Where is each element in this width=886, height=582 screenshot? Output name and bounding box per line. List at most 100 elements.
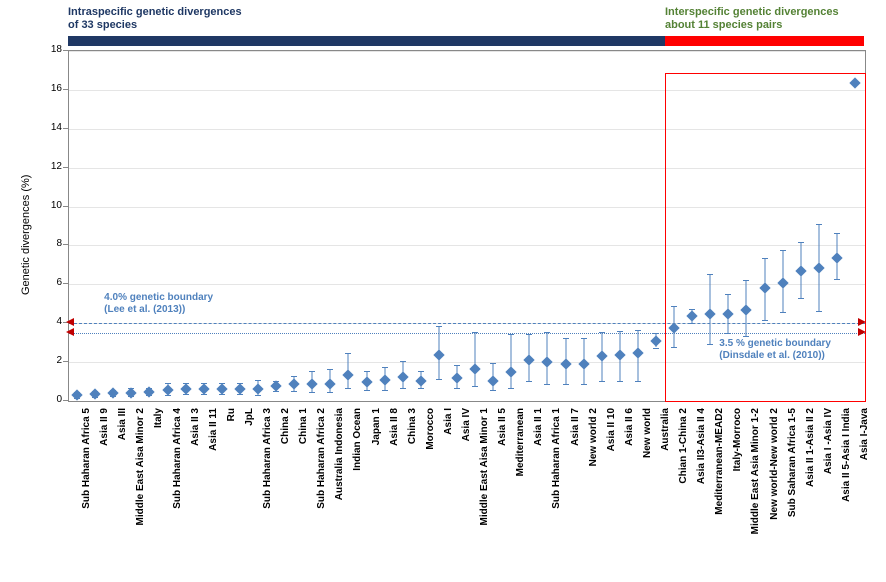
x-tick-label: Asia II 5-Asia I India [841,408,852,578]
ref-arrow-left [66,318,74,326]
x-tick-label: Chian 1-China 2 [678,408,689,578]
error-cap-top [743,280,749,281]
x-tick-label: Indian Ocean [352,408,363,578]
error-cap-top [635,330,641,331]
error-cap-bottom [816,311,822,312]
x-tick-label: Sub Haharan Africa 5 [81,408,92,578]
error-cap-top [454,365,460,366]
error-bar [511,334,512,388]
error-cap-bottom [291,391,297,392]
y-tick-label: 8 [38,238,62,249]
x-tick-label: Sub Haharan Africa 1 [551,408,562,578]
error-cap-bottom [327,392,333,393]
error-cap-bottom [834,279,840,280]
reference-annotation-line: (Dinsdale et al. (2010)) [719,350,825,361]
error-cap-bottom [255,395,261,396]
inter-header: Interspecific genetic divergencesabout 1… [665,6,839,32]
error-cap-bottom [798,298,804,299]
x-tick-label: Australia Indonesia [334,408,345,578]
y-tick-label: 2 [38,355,62,366]
x-tick-label: Italy [153,408,164,578]
y-tick-mark [63,244,68,245]
y-tick-label: 10 [38,200,62,211]
error-bar [475,332,476,386]
error-cap-top [364,371,370,372]
error-cap-top [291,376,297,377]
error-cap-top [653,333,659,334]
reference-annotation-line: 3.5 % genetic boundary [719,338,831,349]
x-tick-label: Asia II 11 [208,408,219,578]
intra-bar [68,36,665,46]
x-tick-label: Asia II 10 [606,408,617,578]
error-cap-top [816,224,822,225]
x-tick-label: Middle East Aisa Minor 2 [135,408,146,578]
x-tick-label: Asia II 6 [624,408,635,578]
error-cap-bottom [436,379,442,380]
y-tick-label: 4 [38,316,62,327]
x-tick-label: Sub Haharan Africa 4 [172,408,183,578]
error-cap-top [345,353,351,354]
x-tick-label: New world 2 [588,408,599,578]
x-tick-label: Asia II 8 [389,408,400,578]
ref-arrow-right [858,328,866,336]
error-cap-bottom [490,390,496,391]
y-tick-mark [63,400,68,401]
error-cap-bottom [671,347,677,348]
y-tick-mark [63,283,68,284]
intra-header-line2: of 33 species [68,19,137,31]
error-cap-top [780,250,786,251]
error-cap-top [617,331,623,332]
error-cap-top [400,361,406,362]
error-cap-bottom [544,384,550,385]
error-cap-top [472,332,478,333]
error-cap-bottom [472,386,478,387]
error-cap-top [418,371,424,372]
error-cap-top [834,233,840,234]
x-tick-label: Asia II 7 [570,408,581,578]
x-tick-label: China 1 [298,408,309,578]
x-tick-label: Middle East Asia Minor 1-2 [750,408,761,578]
error-cap-bottom [689,323,695,324]
error-cap-top [508,334,514,335]
x-tick-label: Mediterranean-MEAD2 [714,408,725,578]
error-cap-top [707,274,713,275]
y-tick-label: 12 [38,161,62,172]
error-cap-top [490,363,496,364]
error-cap-top [436,326,442,327]
error-cap-bottom [635,381,641,382]
y-tick-mark [63,50,68,51]
inter-header-line2: about 11 species pairs [665,19,782,31]
error-cap-bottom [526,381,532,382]
error-cap-bottom [707,344,713,345]
error-cap-bottom [382,390,388,391]
error-cap-top [798,242,804,243]
y-axis-label: Genetic divergences (%) [20,175,32,295]
error-cap-top [725,294,731,295]
x-tick-label: Asia II 5 [497,408,508,578]
x-tick-label: Sub Haharan Africa 3 [262,408,273,578]
ref-arrow-left [66,328,74,336]
x-tick-label: Mediterranean [515,408,526,578]
y-tick-mark [63,206,68,207]
y-tick-mark [63,89,68,90]
error-cap-bottom [345,388,351,389]
error-cap-top [309,371,315,372]
error-cap-top [327,369,333,370]
error-cap-bottom [364,390,370,391]
x-tick-label: Asia II 3 [190,408,201,578]
error-cap-bottom [309,392,315,393]
x-tick-label: Ru [226,408,237,578]
x-tick-label: Asia II 9 [99,408,110,578]
error-cap-bottom [725,333,731,334]
reference-annotation: 4.0% genetic boundary(Lee et al. (2013)) [104,292,213,316]
inter-bar [665,36,864,46]
y-tick-label: 0 [38,394,62,405]
error-cap-top [581,338,587,339]
x-tick-label: Middle East Aisa Minor 1 [479,408,490,578]
reference-annotation-line: (Lee et al. (2013)) [104,304,185,315]
error-cap-bottom [508,388,514,389]
error-cap-bottom [454,388,460,389]
x-tick-label: Sub Saharan Africa 1-5 [787,408,798,578]
x-tick-label: New world-New world 2 [769,408,780,578]
gridline [69,51,865,52]
